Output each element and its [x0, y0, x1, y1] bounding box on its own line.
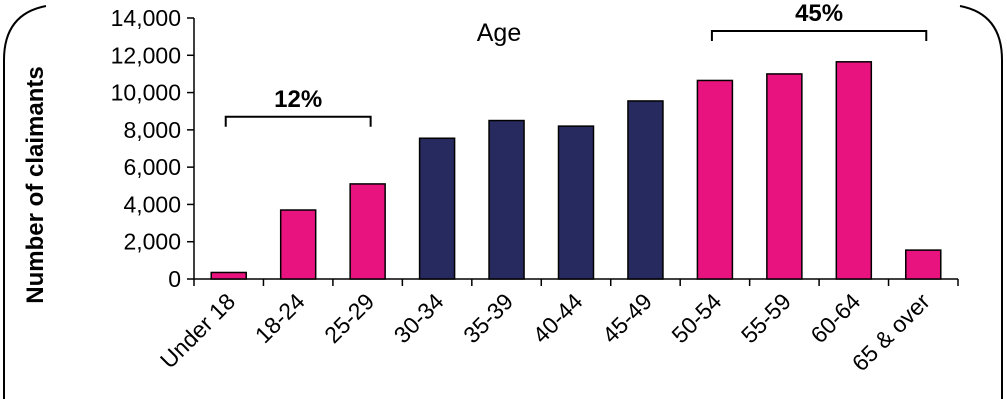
bar-60-64	[835, 61, 873, 280]
bar-50-54	[696, 79, 734, 280]
y-tick-label: 12,000	[111, 42, 181, 68]
annotation-label: 12%	[274, 86, 322, 113]
bar-18-24	[279, 209, 317, 280]
bar-30-34	[418, 137, 456, 280]
x-tick-label: 45-49	[597, 288, 657, 348]
y-tick-label: 14,000	[111, 5, 181, 31]
bar-40-44	[557, 125, 595, 280]
chart-frame	[3, 5, 1003, 399]
plot-area: 0 2,000 4,000 6,000 8,000 10,000 12,000 14,000 U…	[111, 0, 959, 376]
bar-65-over	[905, 249, 942, 280]
x-tick-label: 65 & over	[847, 288, 935, 376]
x-tick-label: 25-29	[319, 288, 379, 348]
x-tick-label: 60-64	[805, 288, 865, 348]
bar-under-18	[210, 271, 247, 280]
annotation-label: 45%	[795, 0, 843, 27]
annotation-bracket	[224, 115, 372, 127]
x-tick-label: 30-34	[389, 288, 449, 348]
x-tick-label: 40-44	[528, 288, 588, 348]
x-tick-label: Under 18	[155, 288, 240, 373]
x-tick-label: 35-39	[458, 288, 518, 348]
x-tick-label: 50-54	[666, 288, 726, 348]
x-tick-label: 55-59	[736, 288, 796, 348]
bar-25-29	[349, 183, 386, 280]
y-tick-label: 6,000	[123, 154, 181, 180]
bar-35-39	[488, 119, 525, 280]
y-axis-title: Number of claimants	[22, 66, 49, 303]
x-tick-label: 18-24	[250, 288, 310, 348]
y-tick-label: 8,000	[123, 117, 181, 143]
chart-title: Age	[477, 19, 521, 47]
y-tick-label: 10,000	[111, 80, 181, 106]
y-tick-label: 2,000	[123, 229, 181, 255]
annotation-bracket	[710, 30, 928, 42]
bar-45-49	[627, 100, 664, 280]
y-tick-label: 4,000	[123, 191, 181, 217]
y-tick-label: 0	[168, 266, 181, 292]
bar-55-59	[766, 73, 803, 280]
